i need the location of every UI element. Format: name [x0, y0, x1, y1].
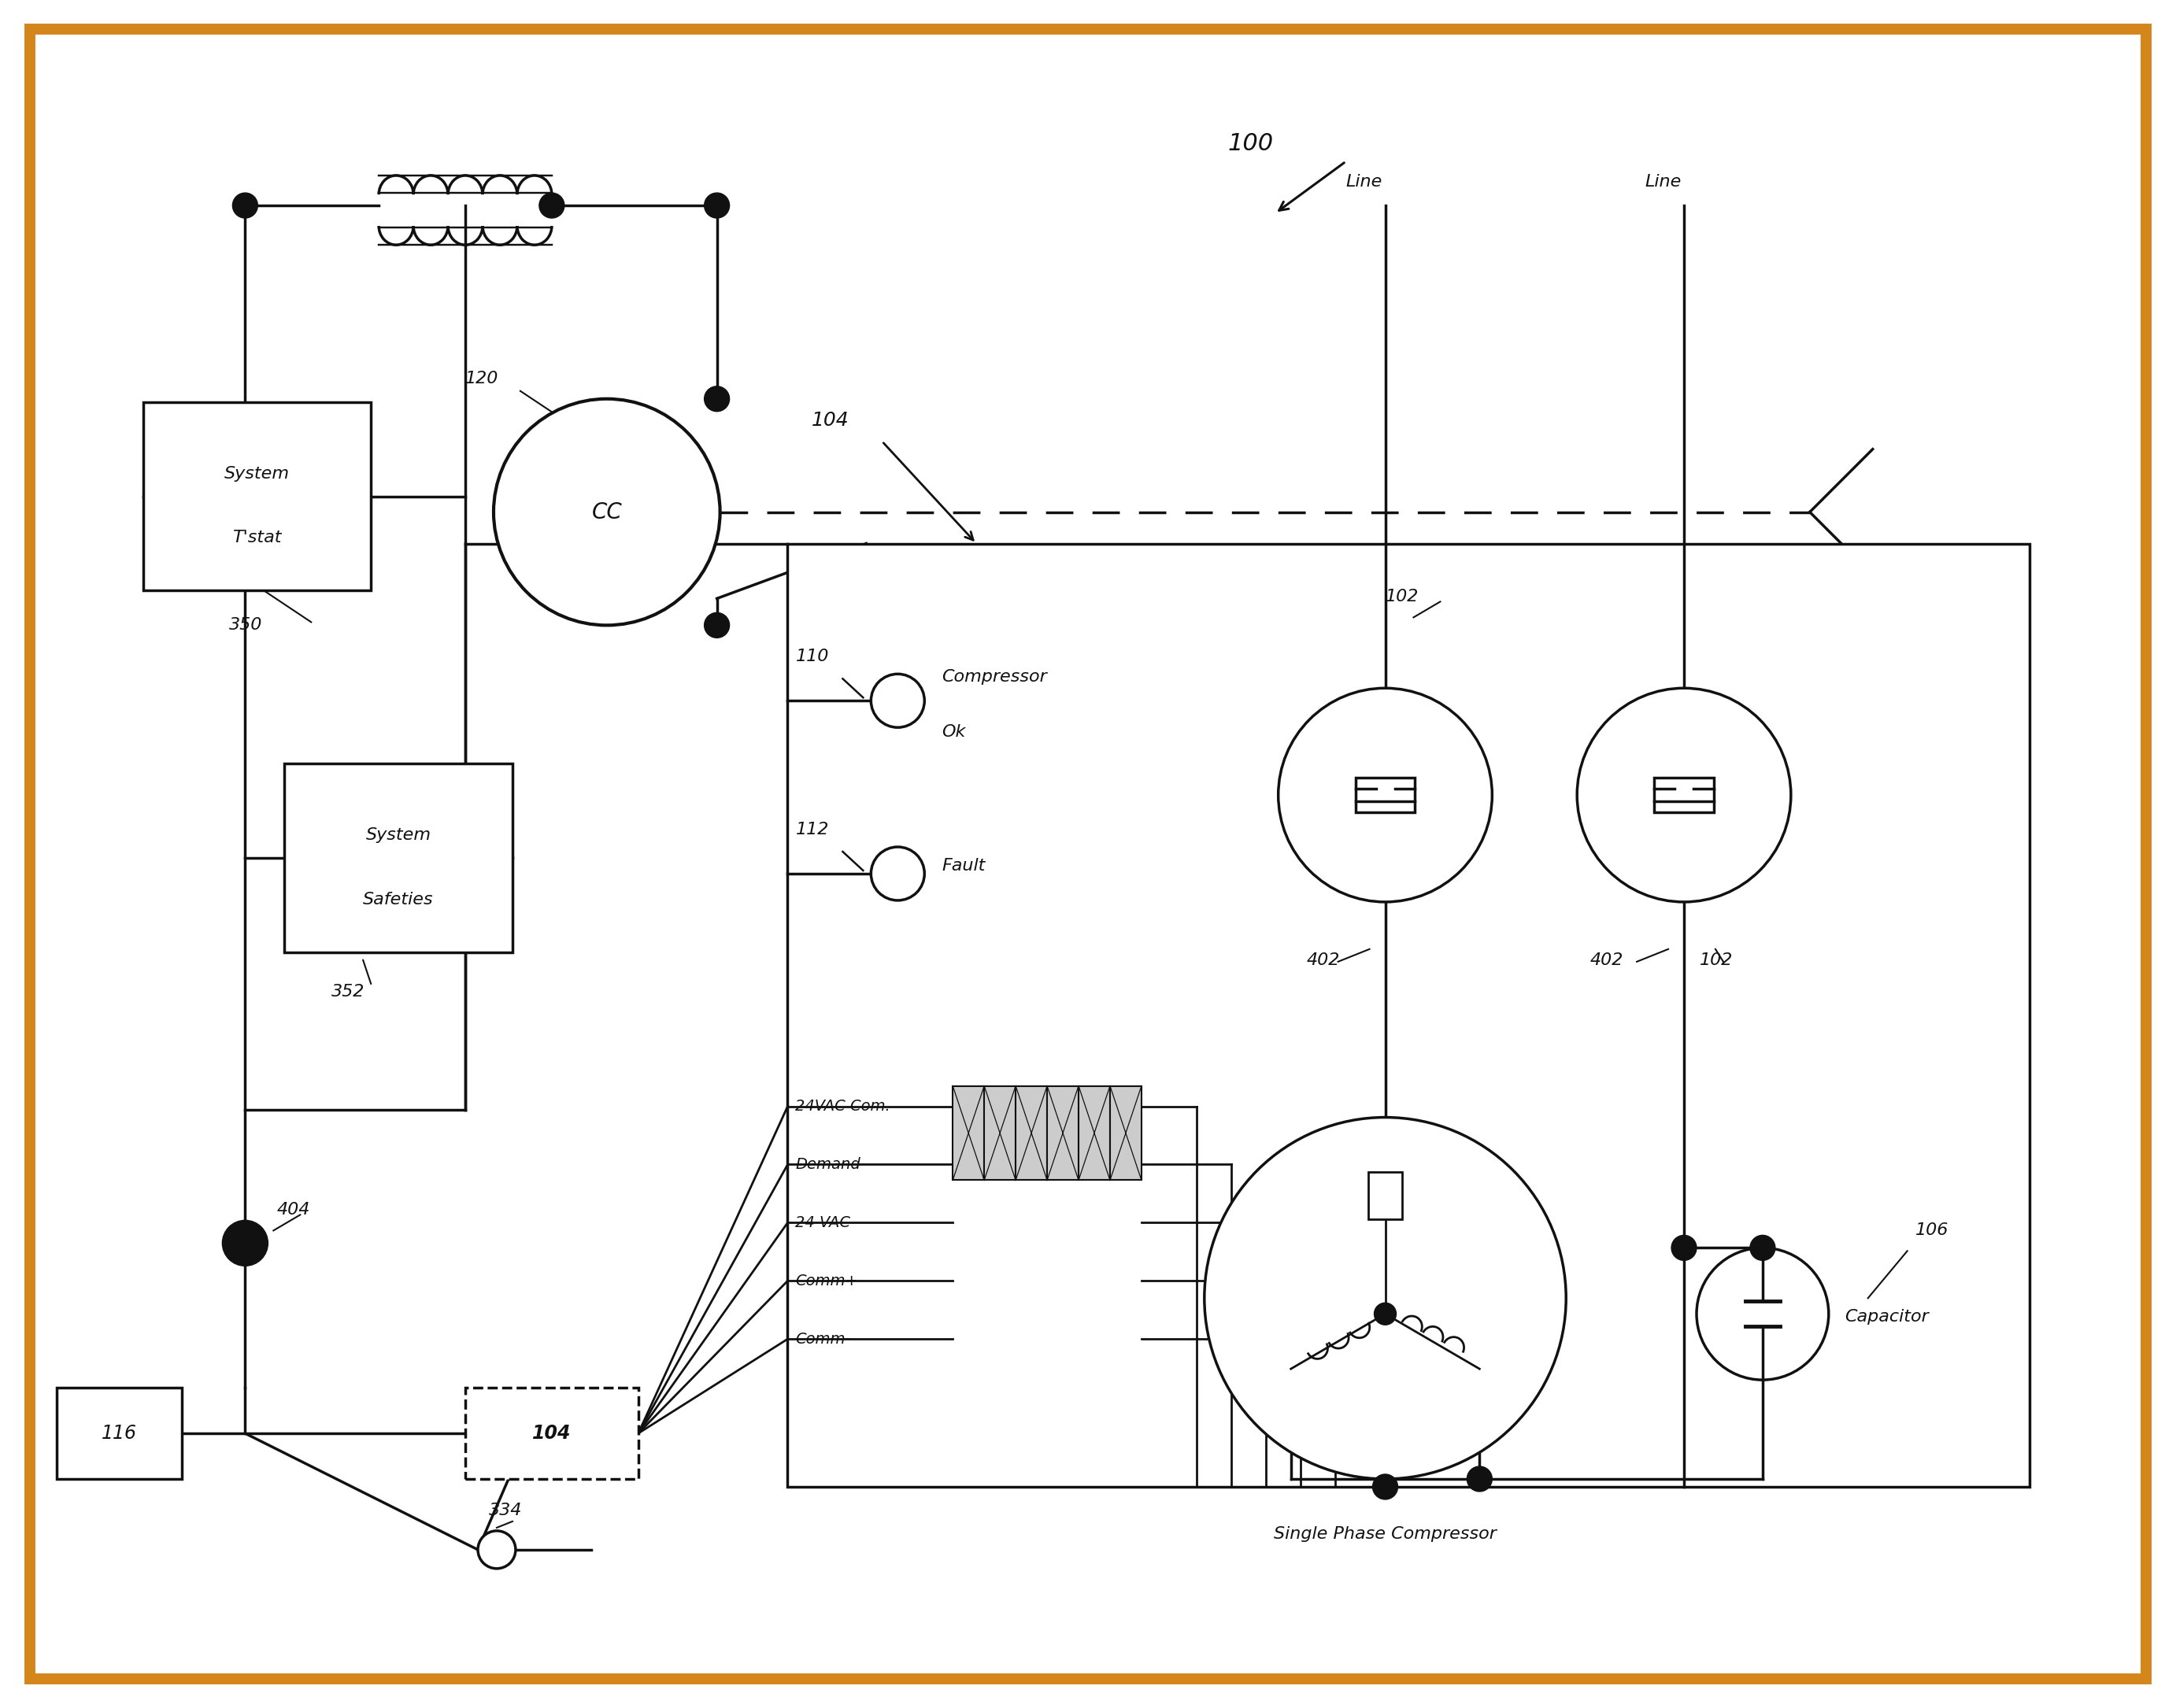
- Text: System: System: [224, 466, 289, 482]
- Bar: [1654, 777, 1715, 813]
- Text: Line: Line: [1347, 174, 1382, 190]
- Text: Demand: Demand: [796, 1156, 862, 1172]
- Circle shape: [1375, 1303, 1397, 1325]
- Bar: [1356, 777, 1414, 813]
- Text: Safeties: Safeties: [363, 892, 433, 907]
- Bar: [144, 401, 370, 591]
- Text: 104: 104: [533, 1424, 572, 1443]
- Text: Comm-: Comm-: [796, 1332, 851, 1346]
- Text: 102: 102: [1386, 589, 1419, 605]
- Circle shape: [1671, 1235, 1697, 1261]
- Text: Compressor: Compressor: [942, 670, 1047, 685]
- Bar: [1047, 1086, 1079, 1180]
- Circle shape: [1750, 1235, 1776, 1261]
- Circle shape: [705, 386, 729, 412]
- Text: 120: 120: [466, 371, 498, 386]
- Text: 116: 116: [102, 1424, 137, 1443]
- Bar: [57, 1389, 183, 1479]
- Text: 402: 402: [1591, 953, 1623, 968]
- Text: 24VAC Com.: 24VAC Com.: [796, 1098, 890, 1114]
- Text: CC: CC: [592, 500, 622, 523]
- Text: 350: 350: [228, 617, 263, 634]
- Circle shape: [1467, 1467, 1493, 1491]
- Text: 402: 402: [1306, 953, 1340, 968]
- Text: 100: 100: [1227, 132, 1273, 155]
- Text: 352: 352: [331, 984, 366, 999]
- Circle shape: [1373, 1474, 1397, 1500]
- Circle shape: [705, 613, 729, 637]
- Text: 404: 404: [276, 1202, 309, 1218]
- Circle shape: [540, 193, 564, 219]
- Text: 106: 106: [1915, 1223, 1948, 1238]
- Text: System: System: [366, 827, 431, 844]
- Text: 112: 112: [796, 822, 829, 837]
- Text: 110: 110: [796, 649, 829, 664]
- Bar: [1369, 1172, 1404, 1220]
- Text: 24 VAC: 24 VAC: [796, 1214, 851, 1230]
- Circle shape: [479, 1530, 516, 1568]
- Bar: [1110, 1086, 1142, 1180]
- Text: Ok: Ok: [942, 724, 966, 740]
- Text: Single Phase Compressor: Single Phase Compressor: [1273, 1525, 1497, 1542]
- Circle shape: [870, 675, 925, 728]
- Circle shape: [705, 193, 729, 219]
- Circle shape: [233, 193, 257, 219]
- Bar: [466, 1389, 638, 1479]
- Text: 334: 334: [490, 1503, 522, 1518]
- Bar: [953, 1086, 984, 1180]
- Bar: [1079, 1086, 1110, 1180]
- Circle shape: [870, 847, 925, 900]
- Bar: [788, 543, 2030, 1486]
- Circle shape: [494, 400, 720, 625]
- Text: Line: Line: [1645, 174, 1682, 190]
- Text: Comm+: Comm+: [796, 1274, 857, 1288]
- Text: 102: 102: [1699, 953, 1732, 968]
- Bar: [1016, 1086, 1047, 1180]
- Circle shape: [1277, 688, 1493, 902]
- Text: T'stat: T'stat: [233, 529, 281, 545]
- Bar: [984, 1086, 1016, 1180]
- Circle shape: [1203, 1117, 1567, 1479]
- Circle shape: [1697, 1249, 1828, 1380]
- Text: Fault: Fault: [942, 857, 986, 874]
- Circle shape: [1578, 688, 1791, 902]
- Circle shape: [224, 1221, 268, 1266]
- Text: Capacitor: Capacitor: [1845, 1308, 1928, 1325]
- Bar: [285, 763, 514, 953]
- Text: 104: 104: [812, 410, 849, 429]
